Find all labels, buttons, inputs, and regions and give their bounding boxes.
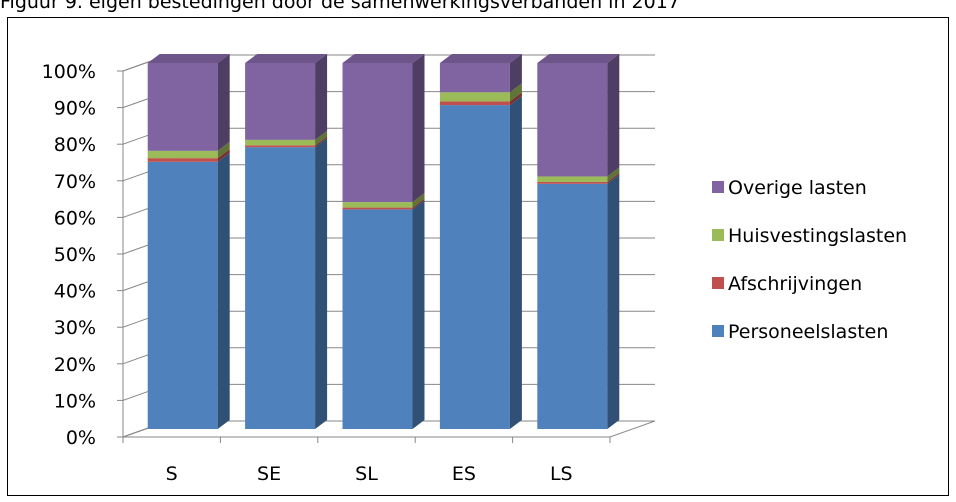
x-tick-label: ES	[452, 463, 476, 485]
y-axis: 0% 10% 20% 30% 40% 50% 60% 70% 80% 90% 100%	[42, 61, 124, 449]
bar-top	[537, 54, 620, 63]
bar-segment-side	[217, 149, 230, 162]
y-tick-label: 70%	[54, 171, 96, 193]
bar-segment-side	[607, 54, 620, 177]
legend-swatch	[712, 181, 724, 193]
y-tick-label: 0%	[66, 427, 96, 449]
bar-segment-side	[315, 54, 328, 140]
bar-segment-side	[509, 83, 522, 102]
y-tick-label: 80%	[54, 134, 96, 156]
legend-swatch	[712, 277, 724, 289]
x-tick-label: S	[166, 463, 178, 485]
bar-segment-side	[509, 96, 522, 429]
bar-segment-side	[607, 172, 620, 184]
x-axis: S SE SL ES LS	[122, 437, 611, 485]
bar-segment-side	[412, 54, 425, 203]
bar-segment	[439, 101, 510, 106]
bar-segment-side	[412, 198, 425, 210]
bar-segment	[245, 63, 316, 140]
y-tick-label: 100%	[42, 61, 96, 83]
bar-segment	[147, 161, 218, 429]
bar-segment-side	[315, 136, 328, 148]
bar-top	[245, 54, 328, 63]
bar-segment	[147, 150, 218, 159]
legend-swatch	[712, 229, 724, 241]
x-tick-label: LS	[550, 463, 573, 485]
legend-label: Afschrijvingen	[728, 273, 862, 295]
bar-segment	[147, 63, 218, 151]
y-tick-label: 60%	[54, 207, 96, 229]
bar-segment	[342, 209, 413, 429]
bar-segment-side	[315, 130, 328, 146]
bar-segment	[245, 139, 316, 146]
bar-segment-side	[412, 200, 425, 429]
legend: Overige lasten Huisvestingslasten Afschrij…	[712, 177, 907, 343]
y-tick-label: 30%	[54, 317, 96, 339]
bar-segment-side	[315, 138, 328, 429]
legend-label: Overige lasten	[728, 177, 867, 199]
bar-segment	[439, 92, 510, 102]
bar-top	[342, 54, 425, 63]
bar-segment	[439, 105, 510, 429]
bar-segment	[342, 207, 413, 210]
x-tick-label: SE	[257, 463, 281, 485]
bar-segment	[537, 63, 608, 177]
bar-top	[147, 54, 230, 63]
y-tick-label: 10%	[54, 390, 96, 412]
chart-frame	[7, 17, 949, 496]
y-tick-label: 40%	[54, 281, 96, 303]
bar-segment-side	[509, 92, 522, 106]
y-tick-label: 90%	[54, 98, 96, 120]
bar-segment-side	[217, 54, 230, 151]
bar-segment-side	[509, 54, 522, 93]
bar-segment	[537, 183, 608, 429]
legend-label: Personeelslasten	[728, 321, 888, 343]
bars	[147, 54, 620, 429]
bar-segment-side	[217, 141, 230, 159]
bar-segment-side	[607, 167, 620, 182]
legend-swatch	[712, 325, 724, 337]
bar-segment-side	[217, 152, 230, 429]
figure-caption: Figuur 9. eigen bestedingen door de same…	[0, 0, 680, 13]
legend-label: Huisvestingslasten	[728, 225, 907, 247]
bar-segment-side	[607, 174, 620, 429]
bar-segment	[342, 202, 413, 208]
bar-segment	[342, 63, 413, 203]
bar-segment	[439, 63, 510, 93]
bar-segment	[245, 147, 316, 429]
y-tick-label: 20%	[54, 354, 96, 376]
bar-segment	[147, 158, 218, 162]
x-tick-label: SL	[355, 463, 378, 485]
y-tick-label: 50%	[54, 244, 96, 266]
bar-segment-side	[412, 193, 425, 208]
bar-segment	[537, 176, 608, 182]
bar-top	[439, 54, 522, 63]
bar-segment	[245, 145, 316, 148]
bar-segment	[537, 181, 608, 184]
